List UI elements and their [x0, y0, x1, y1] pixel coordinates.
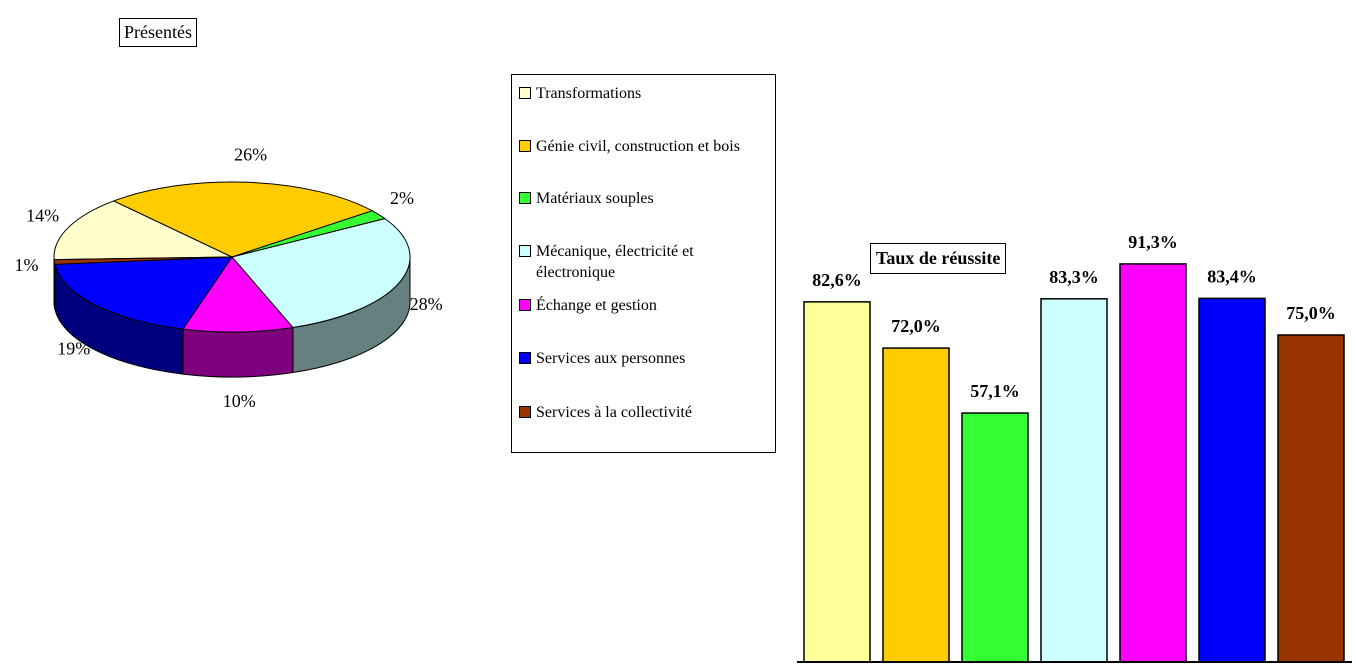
- legend-label: Mécanique, électricité et électronique: [536, 243, 694, 281]
- legend-entry: Génie civil, construction et bois: [519, 136, 769, 157]
- pie-slice: [54, 256, 233, 330]
- legend-entry: Échange et gestion: [519, 295, 769, 316]
- pie-slice: [112, 181, 374, 258]
- bar: [882, 347, 950, 663]
- bar-label: 83,3%: [1049, 267, 1099, 287]
- bar-label: 83,4%: [1207, 267, 1257, 287]
- legend-swatch: [519, 87, 531, 99]
- pie-label: 19%: [57, 339, 90, 359]
- pie-slice: [231, 218, 411, 329]
- bar-label: 91,3%: [1128, 232, 1178, 252]
- legend-label: Services aux personnes: [536, 350, 686, 367]
- legend-swatch: [519, 192, 531, 204]
- bar: [961, 412, 1029, 663]
- pie-label: 28%: [410, 294, 443, 314]
- pie-sides: [53, 256, 411, 378]
- legend-entry: Services à la collectivité: [519, 402, 769, 423]
- pie-label: 10%: [223, 391, 256, 411]
- bar-label: 57,1%: [970, 381, 1020, 401]
- pie-label: 2%: [390, 188, 414, 208]
- bar-title: Taux de réussite: [870, 243, 1007, 274]
- pie-label: 1%: [14, 255, 38, 275]
- bar: [1198, 297, 1266, 663]
- bar-label: 72,0%: [891, 316, 941, 336]
- legend-label: Matériaux souples: [536, 190, 654, 207]
- pie-slice: [53, 256, 233, 265]
- bar-label: 82,6%: [812, 270, 862, 290]
- legend-swatch: [519, 299, 531, 311]
- legend-entry: Mécanique, électricité et électronique: [519, 241, 769, 283]
- legend-swatch: [519, 406, 531, 418]
- pie-label: 26%: [234, 145, 267, 165]
- bar: [1040, 298, 1108, 663]
- pie-slice: [182, 256, 294, 333]
- pie-slice: [53, 200, 233, 261]
- pie-side: [182, 326, 294, 378]
- bar: [803, 301, 871, 663]
- legend-label: Génie civil, construction et bois: [536, 138, 740, 155]
- legend: Transformations Génie civil, construction…: [511, 74, 776, 453]
- pie-side: [53, 259, 56, 310]
- pie-label: 14%: [26, 205, 59, 225]
- legend-swatch: [519, 352, 531, 364]
- legend-label: Services à la collectivité: [536, 404, 692, 421]
- legend-entry: Services aux personnes: [519, 348, 769, 369]
- legend-entry: Transformations: [519, 83, 769, 104]
- legend-label: Échange et gestion: [536, 297, 657, 314]
- bar-label: 75,0%: [1286, 303, 1336, 323]
- pie-title: Présentés: [119, 18, 197, 47]
- bar: [1277, 334, 1345, 663]
- legend-swatch: [519, 140, 531, 152]
- bar: [1119, 263, 1187, 663]
- legend-label: Transformations: [536, 85, 642, 102]
- legend-entry: Matériaux souples: [519, 188, 769, 209]
- legend-swatch: [519, 245, 531, 257]
